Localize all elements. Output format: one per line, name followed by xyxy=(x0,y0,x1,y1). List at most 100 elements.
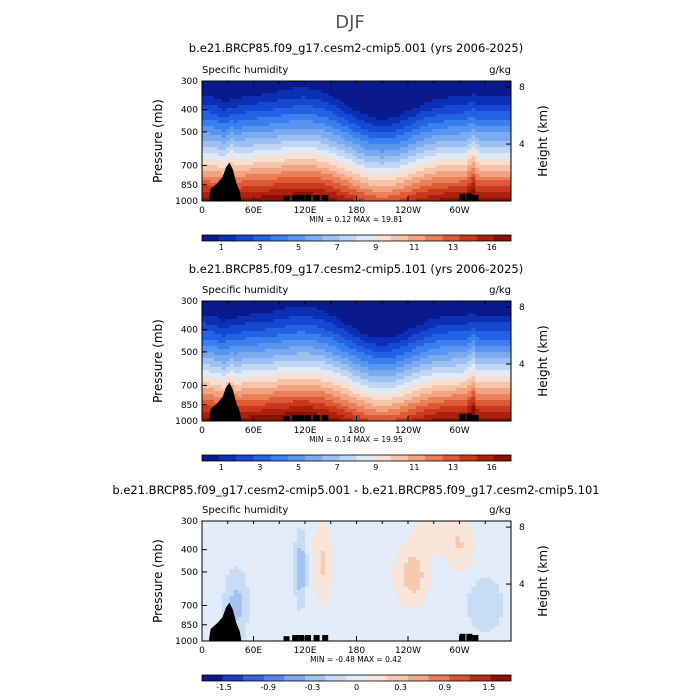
x-tick-label: 0 xyxy=(199,426,205,436)
colorbar-swatch xyxy=(459,455,477,461)
colorbar-swatch xyxy=(356,235,374,241)
contour-field xyxy=(202,81,511,201)
colorbar-swatch xyxy=(490,675,512,681)
colorbar-swatch xyxy=(202,675,223,681)
colorbar-swatch xyxy=(476,235,495,241)
colorbar-swatch xyxy=(305,675,326,681)
units-label: g/kg xyxy=(489,285,511,296)
panel-3: b.e21.BRCP85.f09_g17.cesm2-cmip5.001 - b… xyxy=(112,483,599,692)
x-tick-label: 120E xyxy=(294,206,317,216)
colorbar-swatch xyxy=(408,235,426,241)
panel-title: b.e21.BRCP85.f09_g17.cesm2-cmip5.001 - b… xyxy=(112,483,599,497)
y-tick-label: 850 xyxy=(181,621,198,631)
variable-label: Specific humidity xyxy=(202,505,288,516)
colorbar-swatch xyxy=(469,675,491,681)
colorbar-swatch xyxy=(408,455,426,461)
colorbar-label: 1 xyxy=(219,243,224,252)
min-max-label: MIN = 0.14 MAX = 19.95 xyxy=(309,435,403,444)
y-tick-label: 500 xyxy=(181,568,198,578)
colorbar-swatch xyxy=(270,455,289,461)
y-tick-label: 400 xyxy=(181,106,198,116)
colorbar-swatch xyxy=(322,455,340,461)
colorbar-swatch xyxy=(373,235,392,241)
topography xyxy=(208,382,479,421)
height-tick-label: 8 xyxy=(519,83,525,93)
colorbar-swatch xyxy=(322,235,340,241)
colorbar-label: -1.5 xyxy=(216,683,232,692)
x-tick-label: 120W xyxy=(395,206,421,216)
colorbar-swatch xyxy=(425,455,443,461)
x-tick-label: 0 xyxy=(199,646,205,656)
colorbar-swatch xyxy=(222,675,244,681)
colorbar-swatch xyxy=(263,675,285,681)
colorbar: -1.5 -0.9 -0.3 0 0.3 0.9 1.5 xyxy=(201,674,512,692)
colorbar-label: 11 xyxy=(409,463,419,472)
colorbar-swatch xyxy=(219,235,237,241)
colorbar-swatch xyxy=(493,455,512,461)
y-tick-label: 850 xyxy=(181,181,198,191)
units-label: g/kg xyxy=(489,505,511,516)
colorbar-swatch xyxy=(284,675,306,681)
y-tick-label: 300 xyxy=(181,77,198,87)
y-tick-label: 400 xyxy=(181,326,198,336)
y-tick-label: 700 xyxy=(181,601,198,611)
height-tick-label: 4 xyxy=(519,580,525,590)
y-tick-label: 300 xyxy=(181,297,198,307)
units-label: g/kg xyxy=(489,65,511,76)
x-tick-label: 120E xyxy=(294,426,317,436)
y-tick-label: 500 xyxy=(181,348,198,358)
x-tick-label: 60W xyxy=(449,646,469,656)
colorbar-swatch xyxy=(236,455,254,461)
colorbar-swatch xyxy=(346,675,368,681)
colorbar-label: 7 xyxy=(335,463,340,472)
colorbar-label: 0.3 xyxy=(394,683,407,692)
colorbar-label: -0.9 xyxy=(260,683,276,692)
colorbar-label: 1 xyxy=(219,463,224,472)
y-tick-label: 400 xyxy=(181,546,198,556)
colorbar-label: 9 xyxy=(373,463,378,472)
contour-field xyxy=(202,301,511,421)
y-tick-label: 500 xyxy=(181,128,198,138)
x-tick-label: 60W xyxy=(449,426,469,436)
x-tick-label: 60E xyxy=(245,206,262,216)
colorbar-swatch xyxy=(202,235,220,241)
colorbar-label: -0.3 xyxy=(305,683,321,692)
colorbar-swatch xyxy=(339,235,357,241)
colorbar-swatch xyxy=(305,235,323,241)
colorbar-swatch xyxy=(387,675,409,681)
contour-field xyxy=(202,521,511,641)
y-tick-label: 300 xyxy=(181,517,198,527)
x-tick-label: 180 xyxy=(348,646,365,656)
colorbar-swatch xyxy=(339,455,357,461)
colorbar-swatch xyxy=(253,235,271,241)
colorbar-label: 13 xyxy=(448,243,458,252)
colorbar-swatch xyxy=(373,455,392,461)
colorbar-swatch xyxy=(253,455,271,461)
colorbar-swatch xyxy=(493,235,512,241)
x-tick-label: 120E xyxy=(294,646,317,656)
x-tick-label: 180 xyxy=(348,206,365,216)
y-tick-label: 700 xyxy=(181,381,198,391)
colorbar-label: 0 xyxy=(354,683,359,692)
y-axis-label-right: Height (km) xyxy=(536,545,550,616)
colorbar-swatch xyxy=(287,455,306,461)
variable-label: Specific humidity xyxy=(202,285,288,296)
topography xyxy=(208,602,479,641)
colorbar-swatch xyxy=(236,235,254,241)
y-tick-label: 1000 xyxy=(175,637,198,647)
colorbar-swatch xyxy=(366,675,388,681)
x-tick-label: 60W xyxy=(449,206,469,216)
colorbar-label: 11 xyxy=(409,243,419,252)
y-axis-label: Pressure (mb) xyxy=(151,319,165,403)
colorbar-swatch xyxy=(459,235,477,241)
colorbar-label: 3 xyxy=(257,243,262,252)
colorbar-label: 5 xyxy=(296,243,301,252)
colorbar-label: 13 xyxy=(448,463,458,472)
y-tick-label: 850 xyxy=(181,401,198,411)
height-tick-label: 8 xyxy=(519,303,525,313)
colorbar-swatch xyxy=(325,675,347,681)
y-axis-label: Pressure (mb) xyxy=(151,99,165,183)
y-axis-label-right: Height (km) xyxy=(536,325,550,396)
y-axis-label: Pressure (mb) xyxy=(151,539,165,623)
